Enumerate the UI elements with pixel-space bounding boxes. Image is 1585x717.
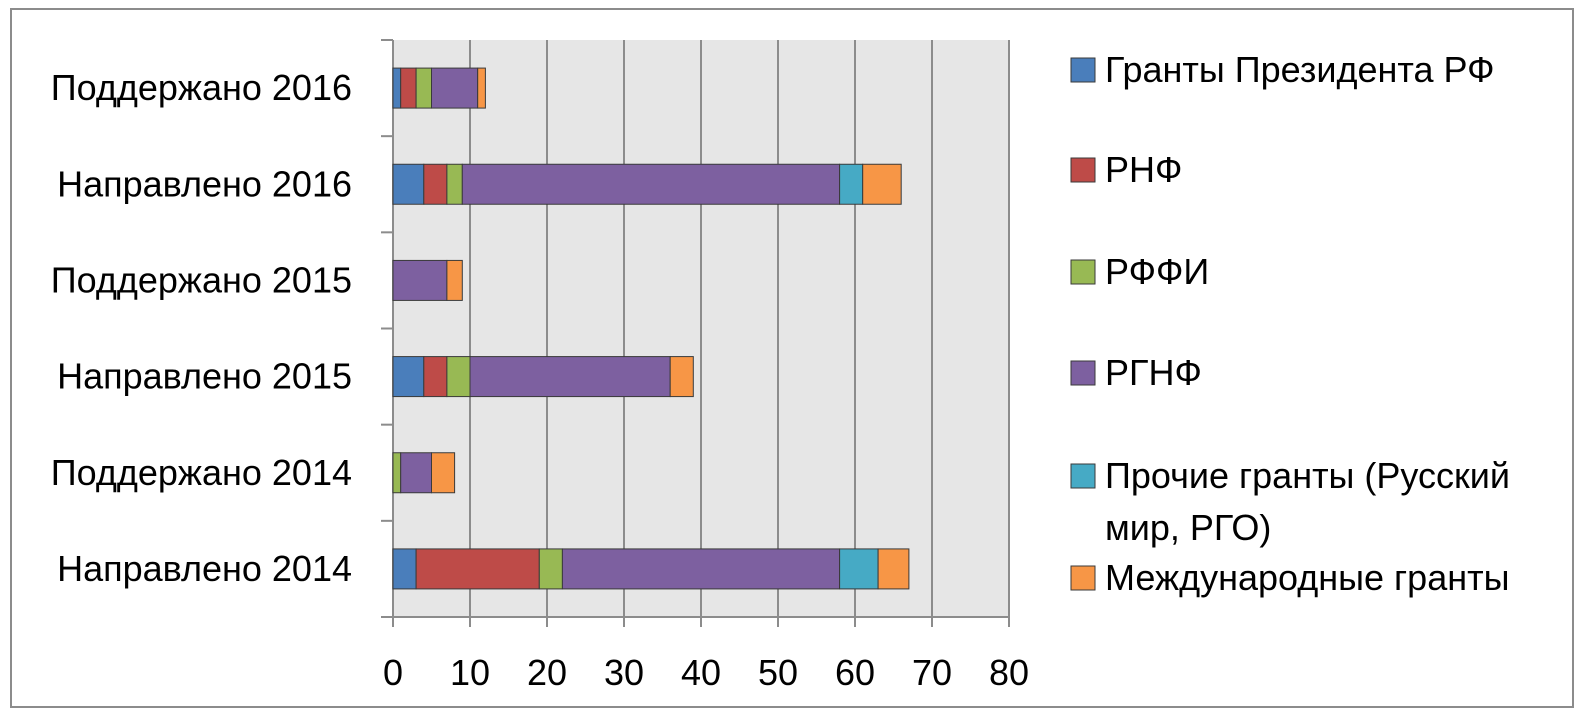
- legend-swatch: [1070, 157, 1096, 183]
- legend-swatch: [1070, 565, 1096, 591]
- x-tick-label: 70: [912, 652, 952, 693]
- x-tick-label: 10: [450, 652, 490, 693]
- x-tick-label: 80: [989, 652, 1029, 693]
- bar-segment: [415, 67, 433, 109]
- legend-label: РФФИ: [1105, 251, 1209, 292]
- bar-segment: [839, 548, 879, 590]
- y-category-label: Поддержано 2015: [51, 259, 352, 300]
- x-tick-label: 30: [604, 652, 644, 693]
- bar-segment: [400, 67, 417, 109]
- bar-segment: [538, 548, 563, 590]
- bar-segment: [446, 259, 463, 301]
- bar-segment: [400, 452, 433, 494]
- bar-segment: [669, 356, 694, 398]
- bar-segment: [415, 548, 540, 590]
- bar-segment: [423, 356, 448, 398]
- bar-segment: [392, 163, 425, 205]
- bar-segment: [431, 452, 456, 494]
- bar-segment: [839, 163, 864, 205]
- bar-segment: [446, 356, 471, 398]
- y-category-label: Направлено 2014: [57, 548, 352, 589]
- legend-label: Гранты Президента РФ: [1105, 49, 1495, 90]
- bar-segment: [392, 67, 402, 109]
- bar-segment: [477, 67, 486, 109]
- bar-segment: [877, 548, 910, 590]
- bar-segment: [392, 356, 425, 398]
- bar-segment: [561, 548, 841, 590]
- bar-segment: [446, 163, 463, 205]
- y-category-label: Поддержано 2016: [51, 67, 352, 108]
- legend-label: РНФ: [1105, 149, 1182, 190]
- x-tick-label: 50: [758, 652, 798, 693]
- bar-segment: [392, 548, 417, 590]
- x-tick-label: 20: [527, 652, 567, 693]
- legend-label: РГНФ: [1105, 352, 1202, 393]
- legend-swatch: [1070, 57, 1096, 83]
- bar-segment: [392, 452, 402, 494]
- legend-swatch: [1070, 463, 1096, 489]
- legend-label: Прочие гранты (Русский мир, РГО): [1105, 455, 1510, 548]
- bar-segment: [423, 163, 448, 205]
- bar-segment: [469, 356, 671, 398]
- y-category-label: Поддержано 2014: [51, 452, 352, 493]
- x-tick-label: 60: [835, 652, 875, 693]
- y-category-label: Направлено 2015: [57, 356, 352, 397]
- bar-segment: [862, 163, 902, 205]
- bar-segment: [392, 259, 448, 301]
- bar-segment: [461, 163, 841, 205]
- legend-swatch: [1070, 360, 1096, 386]
- legend-label: Международные гранты: [1105, 557, 1509, 598]
- x-tick-label: 0: [383, 652, 403, 693]
- y-category-label: Направлено 2016: [57, 163, 352, 204]
- legend-swatch: [1070, 259, 1096, 285]
- x-tick-label: 40: [681, 652, 721, 693]
- bar-segment: [431, 67, 479, 109]
